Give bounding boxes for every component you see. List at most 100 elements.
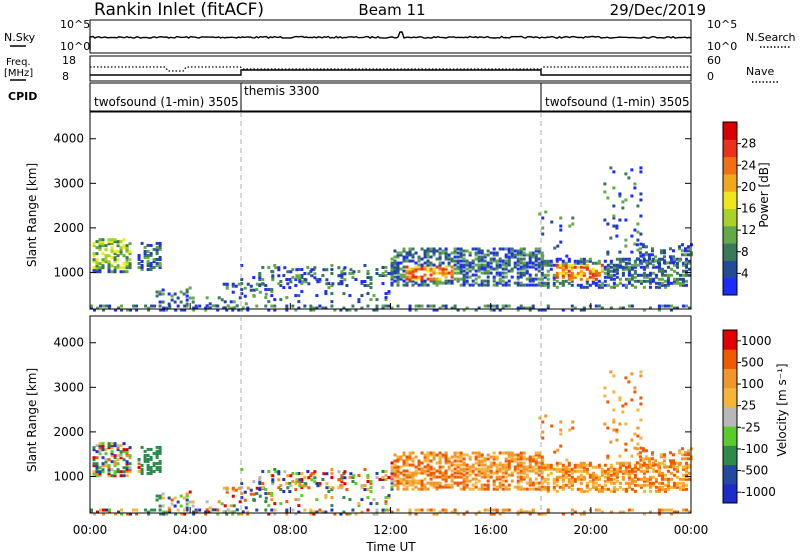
velocity-echo [678, 481, 682, 485]
power-echo [297, 306, 301, 310]
velocity-echo [354, 512, 358, 516]
power-echo [585, 265, 589, 269]
power-echo [501, 259, 505, 263]
velocity-echo [654, 489, 658, 493]
velocity-echo [609, 477, 613, 481]
velocity-echo [609, 469, 613, 473]
power-echo [647, 255, 651, 259]
power-echo [639, 166, 643, 170]
power-echo [597, 261, 601, 265]
power-echo [638, 247, 642, 251]
velocity-echo [101, 470, 105, 474]
power-echo [474, 263, 478, 267]
velocity-echo [211, 508, 215, 512]
velocity-echo [153, 508, 157, 512]
power-echo [208, 302, 212, 306]
velocity-echo [546, 463, 550, 467]
velocity-echo [274, 470, 278, 474]
velocity-echo [456, 455, 460, 459]
velocity-echo [657, 481, 661, 485]
power-echo [519, 251, 523, 255]
power-echo [597, 273, 601, 277]
cpid-segment-1: twofsound (1-min) 3505 [94, 95, 239, 109]
power-echo [298, 274, 302, 278]
velocity-echo [630, 471, 634, 475]
velocity-echo [303, 476, 307, 480]
power-echo [615, 271, 619, 275]
velocity-echo [568, 428, 572, 432]
power-echo [681, 269, 685, 273]
power-echo [387, 292, 391, 296]
power-echo [603, 267, 607, 271]
power-echo [158, 255, 162, 259]
power-echo [477, 265, 481, 269]
power-echo [310, 274, 314, 278]
power-echo [378, 274, 382, 278]
velocity-echo [639, 477, 643, 481]
velocity-echo [531, 455, 535, 459]
velocity-echo [546, 489, 550, 493]
power-echo [477, 269, 481, 273]
power-echo [630, 265, 634, 269]
power-echo [304, 278, 308, 282]
power-echo [179, 290, 183, 294]
velocity-echo [477, 487, 481, 491]
power-echo [277, 268, 281, 272]
velocity-echo [579, 461, 583, 465]
power-echo [444, 257, 448, 261]
power-echo [101, 238, 105, 242]
power-echo [420, 277, 424, 281]
velocity-echo [396, 469, 400, 473]
power-echo [684, 283, 688, 287]
power-echo [567, 273, 571, 277]
power-echo [537, 263, 541, 267]
velocity-echo [552, 481, 556, 485]
velocity-echo [390, 465, 394, 469]
power-echo [417, 275, 421, 279]
power-echo [657, 283, 661, 287]
velocity-echo [630, 454, 634, 458]
power-echo [492, 308, 496, 312]
power-echo [122, 266, 126, 270]
power-echo [648, 285, 652, 289]
velocity-echo [393, 479, 397, 483]
power-echo [435, 279, 439, 283]
velocity-echo [675, 465, 679, 469]
power-echo [525, 277, 529, 281]
power-echo [486, 253, 490, 257]
power-echo [618, 218, 622, 222]
velocity-echo [621, 461, 625, 465]
velocity-echo [675, 510, 679, 514]
velocity-echo [107, 472, 111, 476]
power-echo [393, 261, 397, 265]
velocity-echo [483, 473, 487, 477]
power-echo [597, 283, 601, 287]
power-echo [414, 281, 418, 285]
power-echo [672, 277, 676, 281]
power-echo [146, 267, 150, 271]
power-echo [408, 259, 412, 263]
power-echo [657, 308, 661, 312]
velocity-echo [606, 477, 610, 481]
velocity-echo [648, 481, 652, 485]
power-echo [426, 277, 430, 281]
velocity-echo [277, 472, 281, 476]
velocity-echo [638, 455, 642, 459]
velocity-echo [405, 461, 409, 465]
ytick-label: 3000 [53, 176, 84, 190]
power-echo [675, 263, 679, 267]
velocity-echo [570, 508, 574, 512]
velocity-echo [627, 465, 631, 469]
velocity-echo [426, 463, 430, 467]
velocity-echo [137, 461, 141, 465]
velocity-echo [561, 469, 565, 473]
power-echo [240, 292, 244, 296]
power-echo [662, 251, 666, 255]
velocity-echo [128, 470, 132, 474]
power-echo [504, 247, 508, 251]
power-echo [128, 264, 132, 268]
power-echo [618, 306, 622, 310]
velocity-echo [651, 483, 655, 487]
power-echo [615, 257, 619, 261]
velocity-echo [666, 508, 670, 512]
